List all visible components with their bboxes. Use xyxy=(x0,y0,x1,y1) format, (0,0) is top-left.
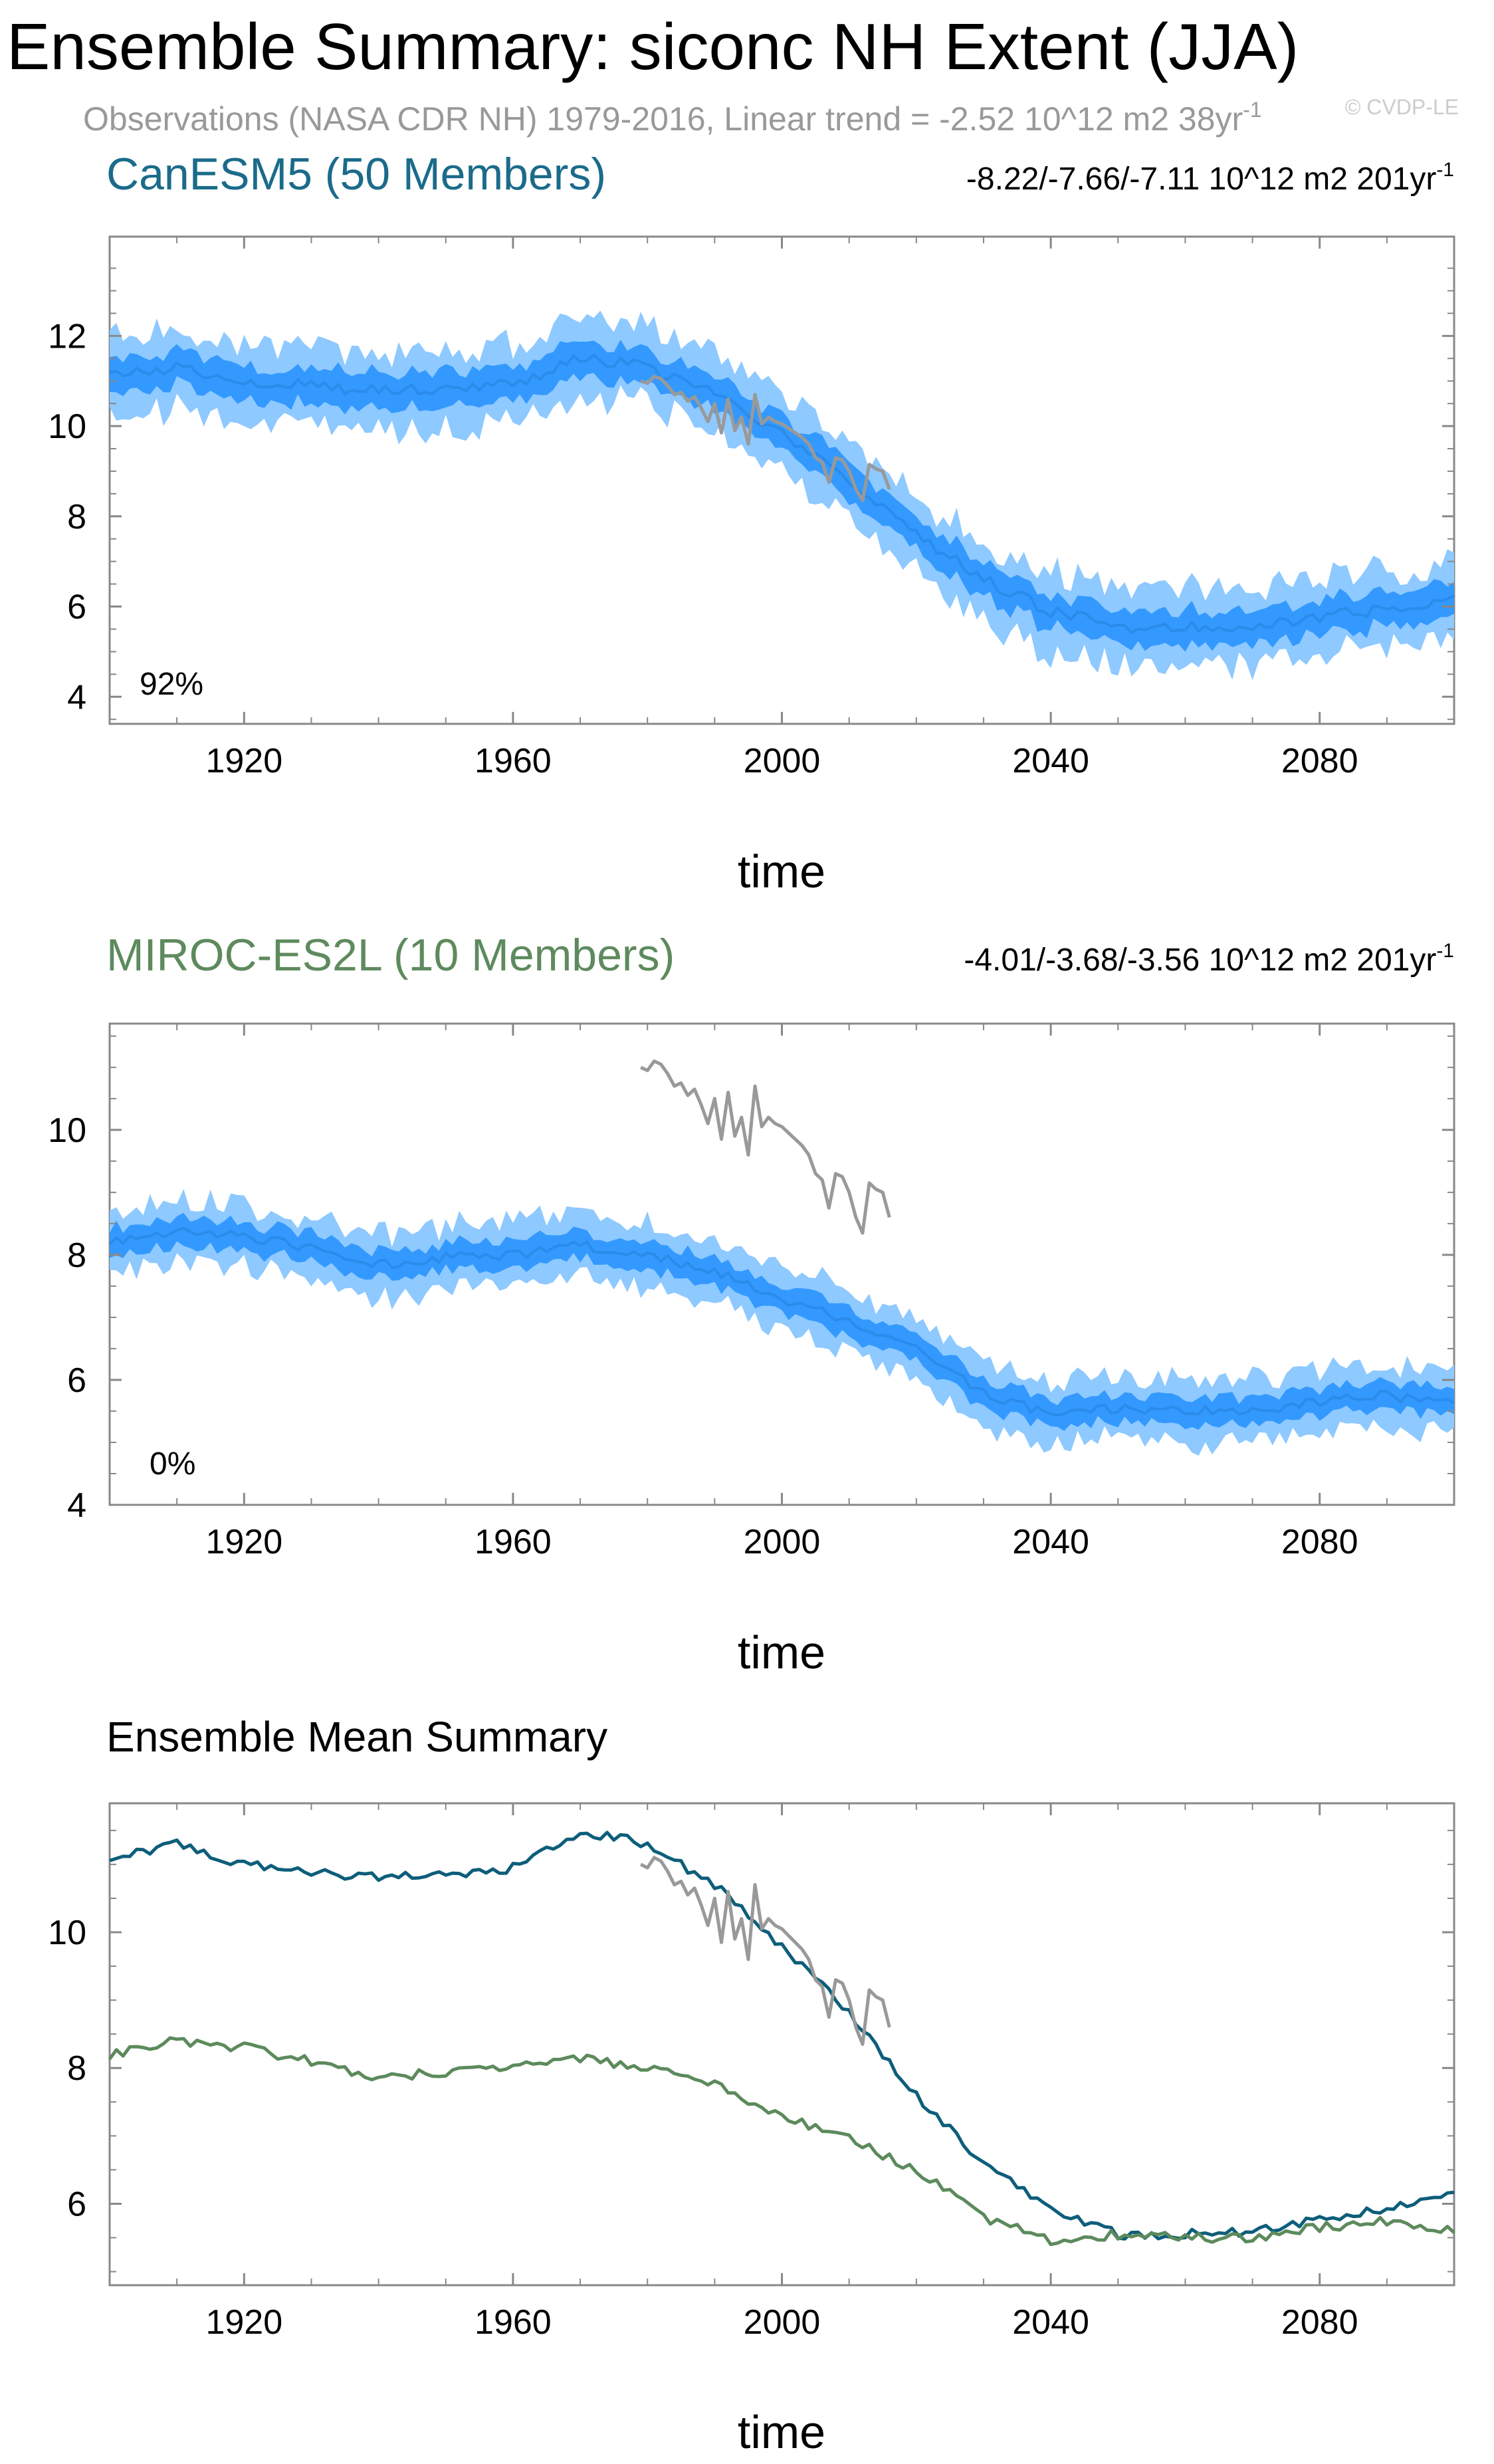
ensemble-mean-line xyxy=(109,353,1455,635)
trend-text-miroc: -4.01/-3.68/-3.56 10^12 m2 201yr xyxy=(964,943,1436,978)
y-tick-label: 10 xyxy=(48,1914,86,1952)
figure-title: Ensemble Summary: siconc NH Extent (JJA) xyxy=(7,10,1299,83)
x-tick-label: 2000 xyxy=(744,742,821,780)
x-axis-label-ensemble-mean: time xyxy=(738,2406,825,2458)
panel-title-miroc: MIROC-ES2L (10 Members) xyxy=(106,930,675,980)
x-tick-label: 2040 xyxy=(1012,1523,1089,1561)
percent-label-miroc: 0% xyxy=(150,1446,195,1482)
x-tick-label: 1960 xyxy=(475,742,552,780)
y-tick-label: 8 xyxy=(67,1236,86,1275)
y-tick-label: 4 xyxy=(67,1486,86,1525)
x-axis-label-canesm5: time xyxy=(738,845,825,897)
y-tick-label: 12 xyxy=(48,317,86,356)
y-tick-label: 4 xyxy=(67,678,86,717)
subtitle-exponent: -1 xyxy=(1243,98,1261,122)
trend-label-canesm5: -8.22/-7.66/-7.11 10^12 m2 201yr-1 xyxy=(966,159,1454,197)
x-tick-label: 2000 xyxy=(744,1523,821,1561)
bands-canesm5 xyxy=(109,310,1455,681)
y-tick-label: 8 xyxy=(67,2049,86,2088)
y-tick-label: 6 xyxy=(67,2185,86,2223)
bands-miroc xyxy=(108,1189,1455,1456)
x-tick-label: 1920 xyxy=(205,1523,282,1561)
y-tick-label: 10 xyxy=(48,1111,86,1150)
x-tick-label: 2040 xyxy=(1012,2303,1089,2342)
ensemble-mean-line xyxy=(108,1226,1455,1416)
y-tick-label: 10 xyxy=(48,407,86,446)
x-tick-label: 1920 xyxy=(205,742,282,780)
panel-canesm5: CanESM5 (50 Members) -8.22/-7.66/-7.11 1… xyxy=(48,149,1455,897)
lines-ensemble-mean xyxy=(108,1831,1455,2247)
panel-title-ensemble-mean: Ensemble Mean Summary xyxy=(106,1713,607,1761)
y-tick-label: 6 xyxy=(67,588,86,627)
panel-miroc-es2l: MIROC-ES2L (10 Members) -4.01/-3.68/-3.5… xyxy=(48,930,1455,1678)
x-tick-label: 2080 xyxy=(1281,2303,1358,2342)
x-tick-label: 2080 xyxy=(1281,742,1358,780)
x-tick-label: 1960 xyxy=(475,1523,552,1561)
y-tick-label: 6 xyxy=(67,1361,86,1400)
miroc-es2l-mean-line xyxy=(108,2036,1455,2247)
observations-line xyxy=(640,1059,891,1235)
x-tick-label: 1960 xyxy=(475,2303,552,2342)
panel-title-canesm5: CanESM5 (50 Members) xyxy=(106,149,606,199)
ticks-miroc: 1920 1960 2000 2040 2080 4 6 8 10 xyxy=(48,1024,1455,1561)
panel-ensemble-mean: Ensemble Mean Summary 1920 1960 2000 2040 20… xyxy=(48,1713,1455,2458)
lines-miroc xyxy=(640,1059,891,1235)
ticks-ensemble-mean: 1920 1960 2000 2040 2080 6 8 10 xyxy=(48,1803,1455,2342)
y-tick-label: 8 xyxy=(67,498,86,536)
figure-subtitle: Observations (NASA CDR NH) 1979-2016, Li… xyxy=(83,98,1262,138)
observations-line xyxy=(639,1856,891,2046)
trend-label-miroc: -4.01/-3.68/-3.56 10^12 m2 201yr-1 xyxy=(964,940,1454,978)
trend-text-canesm5: -8.22/-7.66/-7.11 10^12 m2 201yr xyxy=(966,162,1436,197)
percent-label-canesm5: 92% xyxy=(140,667,203,702)
trend-exponent-miroc: -1 xyxy=(1436,940,1454,962)
x-axis-label-miroc: time xyxy=(738,1626,825,1678)
trend-exponent-canesm5: -1 xyxy=(1436,159,1454,181)
watermark: © CVDP-LE xyxy=(1345,95,1459,119)
canesm5-mean-line xyxy=(109,1831,1455,2241)
x-tick-label: 1920 xyxy=(205,2303,282,2342)
observations-line xyxy=(640,374,891,503)
ticks-canesm5: 1920 1960 2000 2040 2080 4 6 8 10 12 xyxy=(48,237,1455,780)
x-tick-label: 2080 xyxy=(1281,1523,1358,1561)
x-tick-label: 2040 xyxy=(1012,742,1089,780)
x-tick-label: 2000 xyxy=(744,2303,821,2342)
subtitle-text: Observations (NASA CDR NH) 1979-2016, Li… xyxy=(83,100,1243,138)
lines-canesm5 xyxy=(640,374,891,503)
